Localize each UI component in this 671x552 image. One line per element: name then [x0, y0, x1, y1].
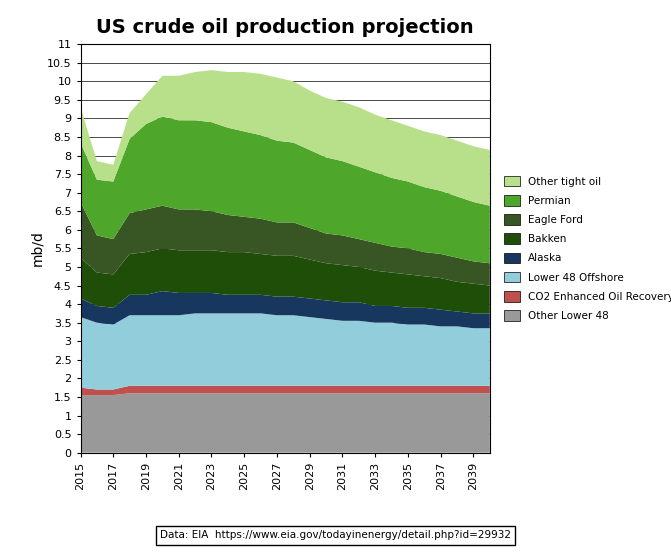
- Text: Data: EIA  https://www.eia.gov/todayinenergy/detail.php?id=29932: Data: EIA https://www.eia.gov/todayinene…: [160, 530, 511, 540]
- Legend: Other tight oil, Permian, Eagle Ford, Bakken, Alaska, Lower 48 Offshore, CO2 Enh: Other tight oil, Permian, Eagle Ford, Ba…: [499, 171, 671, 326]
- Title: US crude oil production projection: US crude oil production projection: [97, 18, 474, 37]
- Y-axis label: mb/d: mb/d: [30, 231, 44, 266]
